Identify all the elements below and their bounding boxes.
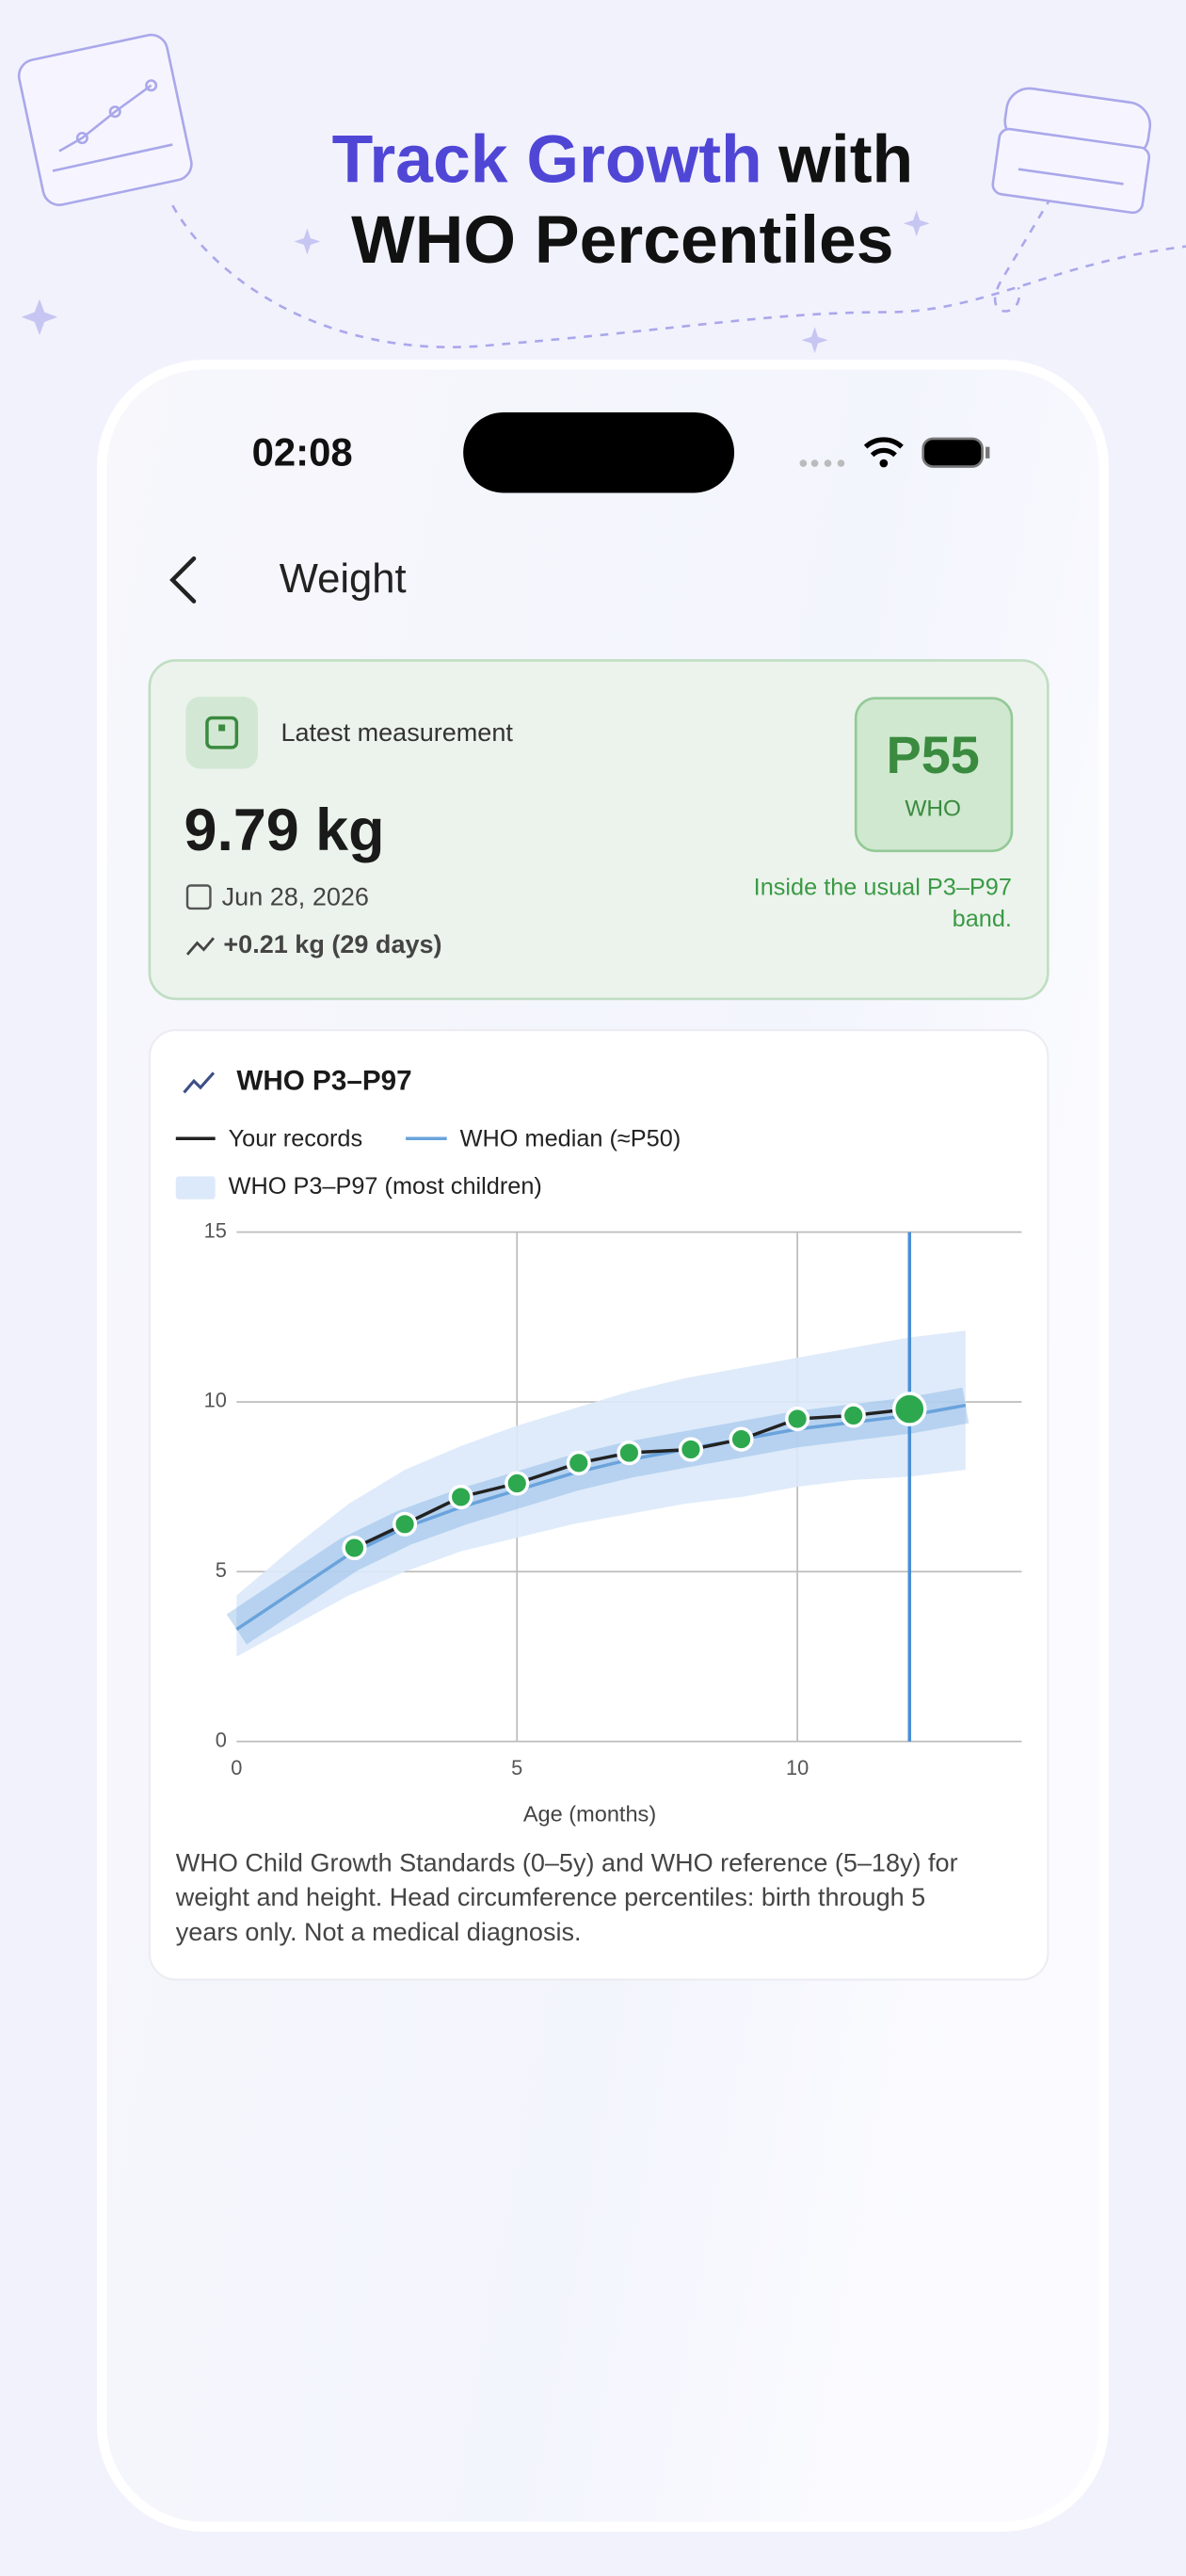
- legend-label: Your records: [229, 1126, 363, 1152]
- chart: Your records WHO median (≈P50) WHO P3–P97 …: [175, 1126, 1022, 1826]
- percentile-value: P55: [887, 725, 980, 784]
- x-axis-label: Age (months): [523, 1801, 656, 1826]
- y-tick-label: 5: [216, 1558, 227, 1582]
- legend-label: WHO P3–P97 (most children): [229, 1173, 542, 1199]
- latest-note-line: band.: [953, 906, 1012, 932]
- footnote-line: weight and height. Head circumference pe…: [175, 1883, 925, 1911]
- latest-note-line: Inside the usual P3–P97: [754, 875, 1012, 901]
- back-button[interactable]: [169, 555, 197, 604]
- latest-date: Jun 28, 2026: [222, 883, 369, 911]
- record-point: [392, 1511, 418, 1537]
- latest-value: 9.79 kg: [184, 797, 385, 863]
- latest-label: Latest measurement: [280, 718, 513, 747]
- record-point: [448, 1484, 473, 1510]
- y-tick-label: 0: [216, 1728, 227, 1751]
- record-point: [505, 1471, 530, 1496]
- record-point: [841, 1403, 866, 1428]
- x-tick-label: 10: [786, 1756, 809, 1779]
- record-point: [566, 1450, 591, 1475]
- legend-swatch: [175, 1176, 216, 1199]
- trend-icon: [185, 937, 215, 956]
- status-icons: [799, 437, 990, 468]
- percentile-source: WHO: [905, 797, 961, 822]
- chart-card-icon: [183, 1071, 216, 1094]
- scale-icon-bg: [185, 696, 259, 769]
- legend-label: WHO median (≈P50): [460, 1126, 681, 1152]
- headline-line1: Track Growth with: [332, 121, 914, 197]
- headline-line2: WHO Percentiles: [351, 202, 893, 278]
- footnote-line: WHO Child Growth Standards (0–5y) and WH…: [176, 1849, 958, 1877]
- chart-card-title: WHO P3–P97: [236, 1066, 411, 1097]
- dynamic-island: [463, 411, 735, 493]
- decorations: [17, 33, 1186, 354]
- record-point: [617, 1440, 642, 1466]
- latest-change: +0.21 kg (29 days): [223, 930, 441, 958]
- footnote-line: years only. Not a medical diagnosis.: [176, 1918, 582, 1946]
- x-tick-label: 0: [231, 1756, 242, 1779]
- record-point: [342, 1535, 367, 1561]
- latest-card: [148, 659, 1050, 1001]
- calendar-icon: [185, 884, 212, 910]
- x-tick-label: 5: [511, 1756, 522, 1779]
- record-point: [891, 1392, 927, 1426]
- y-tick-label: 10: [204, 1389, 227, 1412]
- screen-title: Weight: [280, 556, 407, 602]
- headline-accent: Track Growth: [332, 121, 762, 197]
- status-time: 02:08: [252, 429, 353, 474]
- scale-icon: [205, 716, 239, 749]
- headline-rest: with: [777, 121, 913, 197]
- percentile-band: [236, 1330, 966, 1657]
- record-point: [785, 1406, 810, 1432]
- y-tick-label: 15: [204, 1218, 227, 1242]
- scale-icon-dot: [218, 724, 226, 732]
- percentile-badge: [854, 697, 1014, 853]
- record-point: [678, 1437, 704, 1462]
- record-point: [729, 1426, 754, 1452]
